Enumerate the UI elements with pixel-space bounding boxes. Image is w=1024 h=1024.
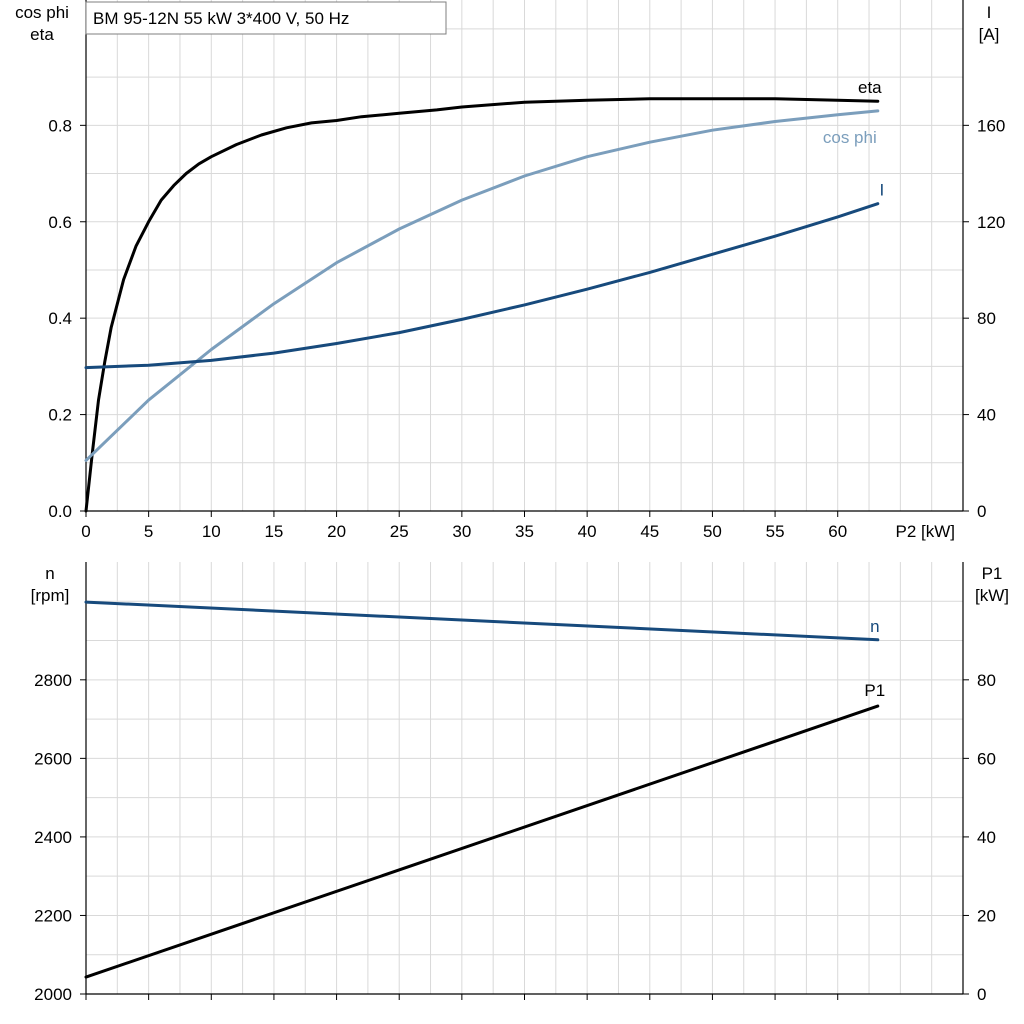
- x-tick-label: 45: [640, 522, 659, 541]
- x-tick-label: 55: [766, 522, 785, 541]
- x-axis-label: P2 [kW]: [895, 522, 955, 541]
- y-tick-label-right: 160: [977, 116, 1005, 135]
- y-tick-label-right: 40: [977, 406, 996, 425]
- y-tick-label-right: 40: [977, 828, 996, 847]
- y-axis-label-right: [A]: [979, 25, 1000, 44]
- y-axis-label-left: [rpm]: [31, 586, 70, 605]
- x-tick-label: 20: [327, 522, 346, 541]
- y-axis-label-left: eta: [30, 25, 54, 44]
- y-tick-label-right: 80: [977, 671, 996, 690]
- series-line-n: [84, 600, 880, 642]
- series-label-eta: eta: [858, 78, 882, 97]
- y-tick-label-left: 0.0: [48, 502, 72, 521]
- y-tick-label-left: 0.2: [48, 406, 72, 425]
- y-tick-label-right: 20: [977, 906, 996, 925]
- y-tick-label-left: 0.8: [48, 116, 72, 135]
- x-tick-label: 50: [703, 522, 722, 541]
- y-tick-label-right: 80: [977, 309, 996, 328]
- y-axis-label-right: I: [987, 3, 992, 22]
- title-box: BM 95-12N 55 kW 3*400 V, 50 Hz: [85, 1, 447, 35]
- speed-power-panel: 2000 2200 2400 2600 2800 0 20 40 60 80 n [rpm] P1 [kW…: [31, 562, 1009, 1004]
- y-tick-label-left: 0.6: [48, 213, 72, 232]
- x-tick-label: 60: [828, 522, 847, 541]
- x-tick-label: 0: [81, 522, 90, 541]
- y-tick-label-left: 2000: [34, 985, 72, 1004]
- y-tick-label-right: 120: [977, 213, 1005, 232]
- y-tick-label-right: 0: [977, 502, 986, 521]
- y-tick-label-left: 2200: [34, 906, 72, 925]
- y-axis-label-right: P1: [982, 564, 1003, 583]
- y-tick-label-left: 2600: [34, 749, 72, 768]
- x-tick-label: 35: [515, 522, 534, 541]
- x-tick-label: 25: [390, 522, 409, 541]
- y-tick-label-right: 0: [977, 985, 986, 1004]
- x-tick-label: 10: [202, 522, 221, 541]
- y-tick-label-left: 2400: [34, 828, 72, 847]
- y-axis-label-left: n: [45, 564, 54, 583]
- series-line-P1: [84, 704, 880, 979]
- x-tick-label: 5: [144, 522, 153, 541]
- series-line-eta: [84, 97, 880, 513]
- title-frame: [85, 1, 447, 35]
- series-line-cos-phi: [84, 109, 880, 462]
- y-tick-label-right: 60: [977, 749, 996, 768]
- x-tick-label: 40: [578, 522, 597, 541]
- y-tick-label-left: 0.4: [48, 309, 72, 328]
- y-axis-label-left: cos phi: [15, 3, 69, 22]
- efficiency-current-panel: 0.0 0.2 0.4 0.6 0.8 0 40 80 120 160 0 5 10 15 20 25 30 35…: [15, 0, 1005, 541]
- series-line-I: [84, 202, 880, 370]
- series-label-I: I: [879, 181, 884, 200]
- chart-title: BM 95-12N 55 kW 3*400 V, 50 Hz: [93, 9, 349, 28]
- series-label-n: n: [870, 617, 879, 636]
- x-tick-label: 30: [452, 522, 471, 541]
- series-label-cos-phi: cos phi: [823, 128, 877, 147]
- y-axis-label-right: [kW]: [975, 586, 1009, 605]
- y-tick-label-left: 2800: [34, 671, 72, 690]
- series-label-P1: P1: [864, 681, 885, 700]
- x-tick-label: 15: [264, 522, 283, 541]
